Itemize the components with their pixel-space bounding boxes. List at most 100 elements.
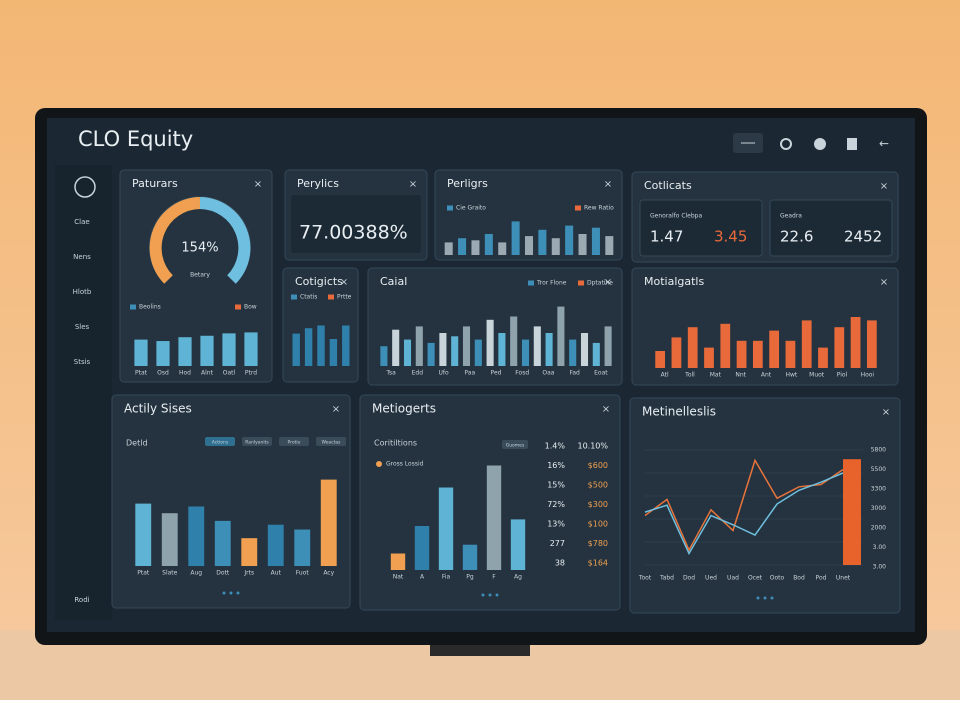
panel-title: Paturars <box>132 177 178 190</box>
tab-label: Weactas <box>321 440 341 446</box>
bar <box>580 333 589 366</box>
x-tick-label: Aug <box>190 570 202 577</box>
pager-dot[interactable] <box>229 591 233 595</box>
sidebar-item[interactable]: Nens <box>73 253 91 261</box>
close-button[interactable]: × <box>254 179 262 190</box>
sidebar-footer[interactable]: Rodi <box>74 596 89 604</box>
close-button[interactable]: × <box>882 407 890 418</box>
bar <box>214 520 231 566</box>
x-tick-label: Fuot <box>296 570 310 577</box>
x-tick-label: Tabd <box>659 575 674 582</box>
panel-title: Cotlicats <box>644 179 692 192</box>
bar <box>843 459 861 565</box>
table-cell: $164 <box>588 559 608 568</box>
stat-box <box>769 199 893 257</box>
bar <box>156 341 170 366</box>
pager-dot[interactable] <box>770 596 774 600</box>
bar <box>415 326 423 366</box>
gauge-arc <box>199 197 251 284</box>
bar <box>462 544 478 570</box>
close-button[interactable]: × <box>332 404 340 415</box>
x-tick-label: Ag <box>514 574 522 581</box>
bar <box>474 339 482 366</box>
sidebar-item[interactable]: Sles <box>75 323 90 331</box>
panel-title: Motialgatls <box>644 275 704 288</box>
bar <box>451 336 459 366</box>
bar <box>557 306 565 366</box>
bar <box>320 479 337 566</box>
x-tick-label: Nat <box>393 574 404 581</box>
bar <box>785 340 796 368</box>
x-tick-label: Ptat <box>137 570 150 577</box>
bar <box>604 326 612 366</box>
gauge-arc <box>149 197 201 284</box>
sidebar-item[interactable]: Stsis <box>74 358 91 366</box>
pager-dot[interactable] <box>236 591 240 595</box>
pager-dot[interactable] <box>222 591 226 595</box>
close-button[interactable]: × <box>604 277 612 288</box>
x-tick-label: Bod <box>793 575 805 582</box>
pager-dot[interactable] <box>481 593 485 597</box>
phone-icon[interactable] <box>780 138 792 150</box>
panel-title: Caial <box>380 275 407 288</box>
bar <box>241 538 258 566</box>
x-tick-label: Ant <box>761 372 772 379</box>
legend-label: Tror Flone <box>536 280 567 287</box>
bar <box>222 333 236 366</box>
sidebar-item[interactable]: Hlotb <box>73 288 92 296</box>
panel-title: Perylics <box>297 177 339 190</box>
x-tick-label: Dott <box>216 570 230 577</box>
panel-title: Cotigicts <box>295 275 343 288</box>
sidebar-logo[interactable] <box>74 176 96 198</box>
bar <box>605 236 614 255</box>
bar <box>569 339 577 366</box>
kpi-box <box>291 195 421 253</box>
pager-dot[interactable] <box>488 593 492 597</box>
close-button[interactable]: × <box>602 404 610 415</box>
settings-icon[interactable] <box>814 138 826 150</box>
x-tick-label: Edd <box>412 370 424 377</box>
close-button[interactable]: × <box>340 277 348 288</box>
note-dot <box>376 461 382 467</box>
panel-title: Metiogerts <box>372 402 436 416</box>
x-tick-label: Ufo <box>438 370 449 377</box>
gauge-label: 154% <box>181 241 218 256</box>
bar <box>403 339 412 366</box>
legend-swatch <box>447 205 453 211</box>
panel <box>629 397 901 614</box>
legend-label: Dptatine <box>587 280 613 287</box>
tab[interactable] <box>502 440 528 449</box>
x-tick-label: Dod <box>683 575 695 582</box>
tab[interactable] <box>205 437 235 446</box>
bar <box>720 323 731 368</box>
close-button[interactable]: × <box>880 181 888 192</box>
table-cell: 38 <box>555 559 565 568</box>
legend-label: Rew Ratio <box>584 205 614 212</box>
chart-icon[interactable] <box>847 138 857 150</box>
x-tick-label: Hod <box>179 370 191 377</box>
close-button[interactable]: × <box>409 179 417 190</box>
tab[interactable] <box>242 437 272 446</box>
pager-dot[interactable] <box>495 593 499 597</box>
pager-dot[interactable] <box>763 596 767 600</box>
stat-label: Geadra <box>780 213 802 220</box>
bar <box>655 351 666 368</box>
tab-label: Guomes <box>506 443 525 449</box>
panel-subtitle: Detld <box>126 439 148 448</box>
bar <box>294 529 311 566</box>
close-button[interactable]: × <box>880 277 888 288</box>
x-tick-label: Acy <box>323 570 334 577</box>
tab[interactable] <box>316 437 346 446</box>
x-tick-label: Ooto <box>770 575 785 582</box>
tab[interactable] <box>279 437 309 446</box>
x-tick-label: Nnt <box>735 372 746 379</box>
bar <box>752 340 763 368</box>
panel-title: Actily Sises <box>124 402 192 416</box>
kpi-value: 77.00388% <box>299 222 408 244</box>
x-tick-label: Pg <box>466 574 474 581</box>
sidebar-item[interactable]: Clae <box>74 218 89 226</box>
close-button[interactable]: × <box>604 179 612 190</box>
panel-title: Metinelleslis <box>642 405 716 419</box>
pager-dot[interactable] <box>756 596 760 600</box>
back-icon[interactable]: ← <box>879 137 889 151</box>
